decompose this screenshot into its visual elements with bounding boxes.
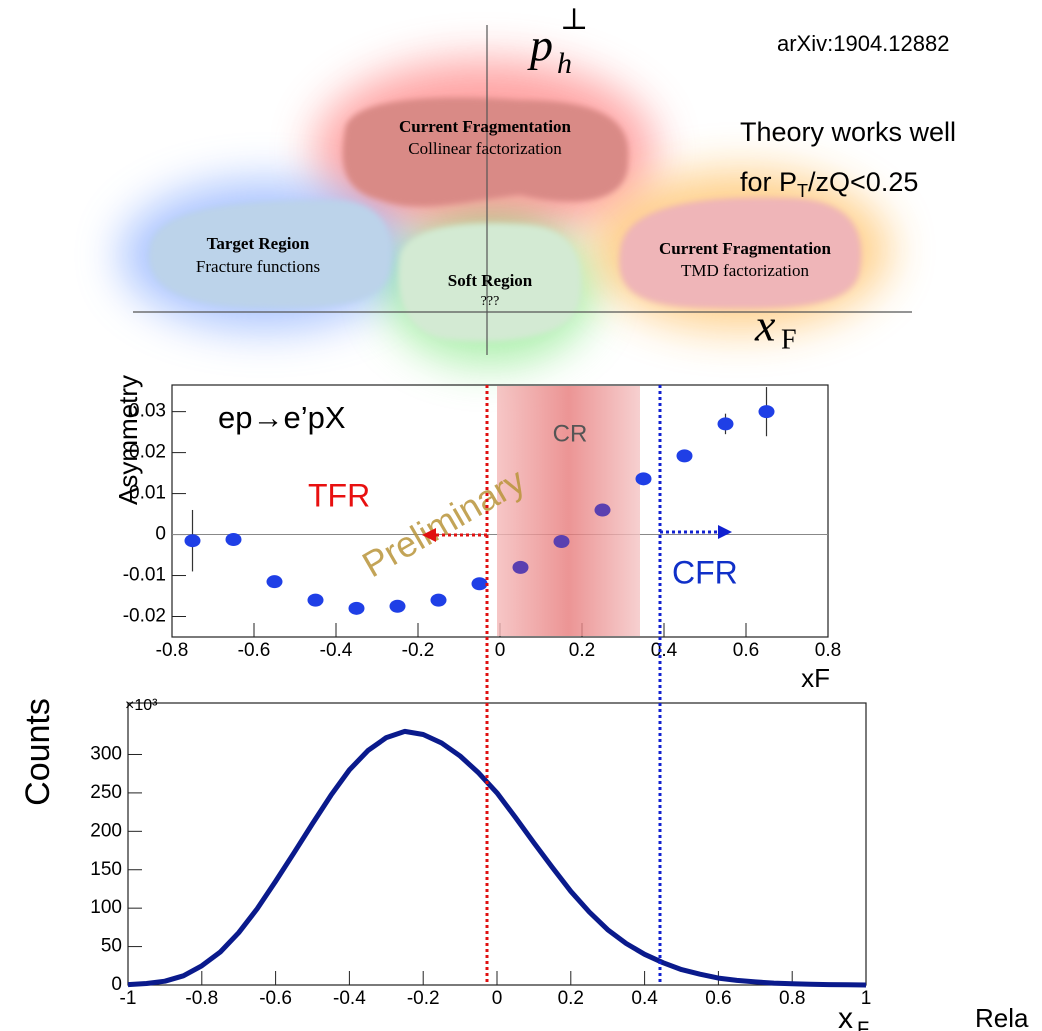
plot-frame [127, 702, 867, 986]
diagram: Current Fragmentation Collinear factoriz… [120, 3, 912, 365]
y-tick-label: 300 [90, 743, 122, 764]
region-subtitle: ??? [481, 294, 500, 309]
x-tick-label: 0.2 [558, 988, 584, 1009]
y-tick-label: 0 [111, 974, 122, 995]
region-label: CFR [672, 554, 738, 590]
region-title: Target Region [207, 234, 310, 253]
y-axis-title: Asymmetry [113, 375, 143, 505]
region-subtitle: TMD factorization [681, 261, 809, 280]
note-part: /zQ<0.25 [808, 167, 918, 197]
point [471, 577, 488, 591]
point [430, 593, 447, 607]
x-tick-label: 0.8 [779, 988, 805, 1009]
point [512, 560, 529, 574]
y-tick-label: 0.01 [129, 483, 166, 504]
x-axis-title-sub: F [857, 1018, 869, 1031]
point [594, 503, 611, 517]
y-tick-label: -0.02 [123, 606, 166, 627]
x-tick-label: -0.2 [407, 988, 440, 1009]
y-tick-label: 0.02 [129, 442, 166, 463]
axis-label: p [527, 20, 553, 71]
point [389, 599, 406, 613]
y-tick-label: 250 [90, 782, 122, 803]
x-tick-label: 0.8 [815, 640, 841, 661]
y-tick-label: -0.01 [123, 565, 166, 586]
y-tick-label: 150 [90, 859, 122, 880]
note-part: for P [740, 167, 797, 197]
blob [148, 200, 392, 309]
blob [342, 97, 629, 207]
y-tick-label: 0 [155, 524, 166, 545]
x-tick-label: -1 [120, 988, 137, 1009]
point [266, 575, 283, 589]
region-subtitle: Fracture functions [196, 257, 320, 276]
curve [127, 728, 867, 988]
note: for PT/zQ<0.25 [740, 167, 918, 201]
region-label: TFR [308, 477, 370, 513]
point [717, 417, 734, 431]
axis-label-sub: h [557, 47, 572, 80]
y-tick-label: 50 [101, 936, 122, 957]
x-tick-label: -0.4 [320, 640, 353, 661]
region-title: Current Fragmentation [399, 117, 572, 136]
axis-label-sup: ⊥ [560, 3, 588, 36]
y-tick-label: 100 [90, 897, 122, 918]
arrow-head [422, 528, 436, 542]
x-tick-label: -0.8 [185, 988, 218, 1009]
axis-label-sub: F [781, 324, 797, 355]
note: Theory works well [740, 117, 956, 147]
charts: -0.02 -0.01 0 0.01 0.02 0.03 -0.8 -0.6 -0.4 -0.2 0… [19, 375, 871, 1031]
note-sub: T [797, 181, 808, 201]
x-tick-label: 0.2 [569, 640, 595, 661]
x-tick-label: 1 [861, 988, 872, 1009]
point [676, 449, 693, 463]
region-subtitle: Collinear factorization [408, 139, 562, 158]
reference: arXiv:1904.12882 [777, 31, 949, 56]
x-tick-label: 0.4 [631, 988, 658, 1009]
y-tick-label: 0.03 [129, 401, 166, 422]
cr-band [497, 386, 640, 636]
x-axis-title: xF [801, 663, 830, 693]
point [307, 593, 324, 607]
region-title: Current Fragmentation [659, 239, 832, 258]
point [758, 405, 775, 419]
axis-label: x [754, 300, 776, 351]
x-tick-label: 0 [492, 988, 503, 1009]
cutoff-text: Rela [975, 1003, 1029, 1031]
point [348, 601, 365, 615]
x-tick-label: 0.4 [651, 640, 678, 661]
x-tick-label: 0.6 [705, 988, 731, 1009]
blob [619, 197, 862, 309]
region-label: CR [553, 420, 588, 447]
x-tick-label: 0.6 [733, 640, 759, 661]
x-tick-label: -0.2 [402, 640, 435, 661]
reaction: ep→e’pX [218, 400, 346, 435]
x-tick-label: -0.4 [333, 988, 366, 1009]
point [184, 534, 201, 548]
y-tick-label: 200 [90, 820, 122, 841]
y-axis-title: Counts [19, 698, 57, 806]
arrow-head [718, 525, 732, 539]
point [553, 535, 570, 549]
region-title: Soft Region [448, 271, 533, 290]
x-tick-label: -0.6 [259, 988, 292, 1009]
x-axis-title: x [838, 1002, 853, 1031]
x-tick-label: -0.8 [156, 640, 189, 661]
x-tick-label: 0 [495, 640, 506, 661]
x-tick-label: -0.6 [238, 640, 271, 661]
point [225, 532, 242, 546]
y-scale-label: ×10³ [125, 697, 158, 714]
point [635, 472, 652, 486]
